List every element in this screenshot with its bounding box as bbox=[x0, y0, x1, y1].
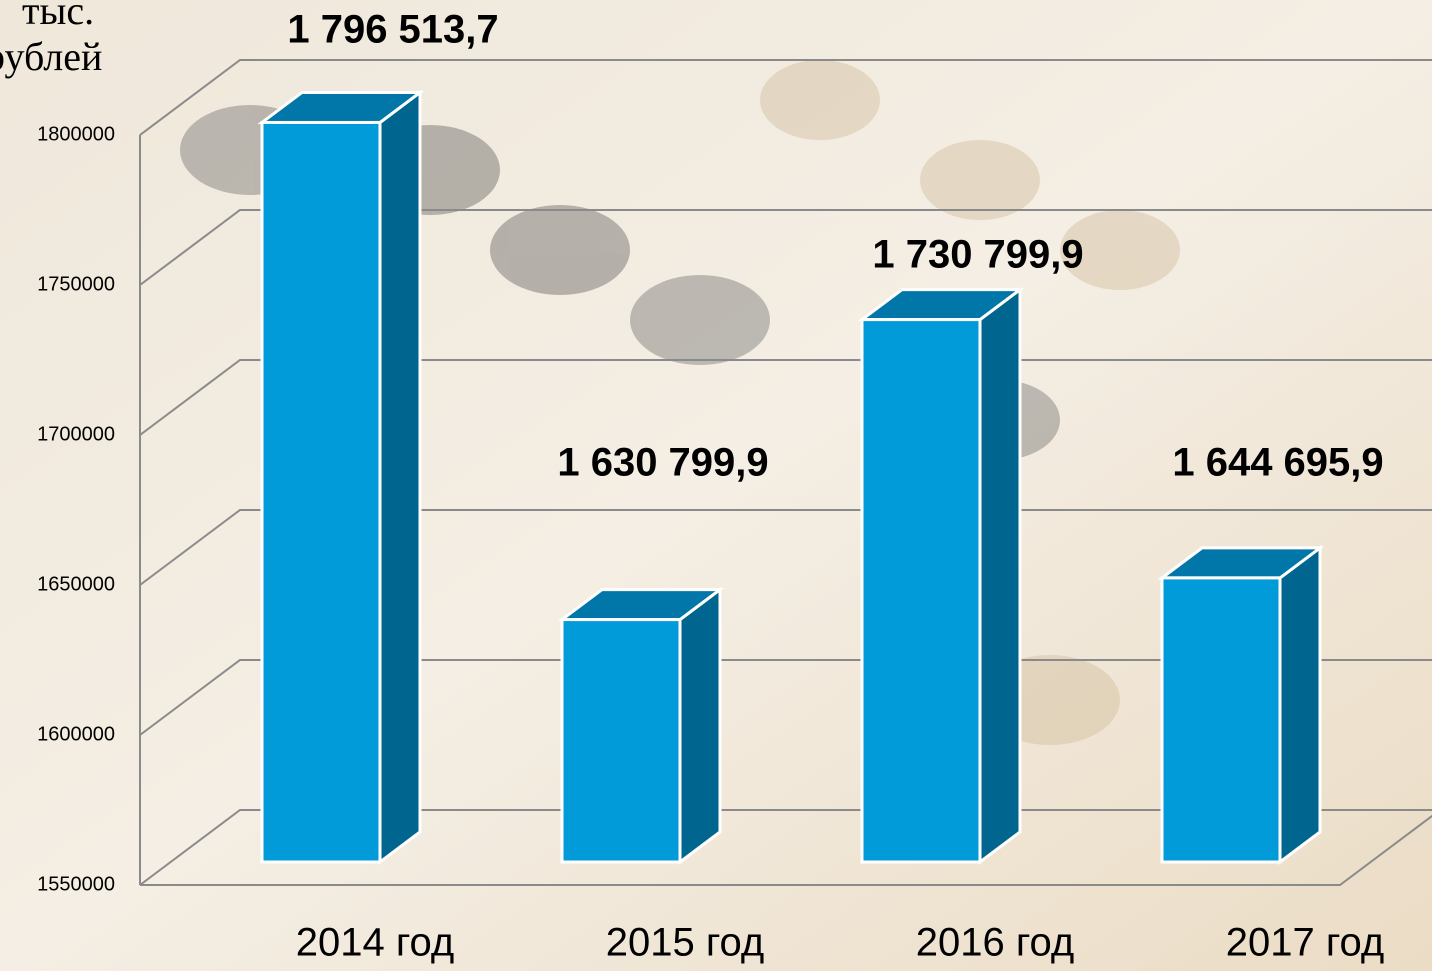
x-tick-label: 2016 год bbox=[916, 921, 1075, 965]
bar bbox=[1157, 544, 1325, 865]
x-tick-label: 2014 год bbox=[296, 921, 455, 965]
floor-edge bbox=[140, 814, 1432, 886]
y-tick-label: 1600000 bbox=[37, 723, 115, 745]
bar-front bbox=[860, 318, 982, 864]
x-tick-label: 2015 год bbox=[606, 921, 765, 965]
grid-line bbox=[139, 509, 1432, 586]
value-label: 1 796 513,7 bbox=[287, 8, 498, 52]
grid-line bbox=[139, 659, 1432, 736]
bar-side bbox=[678, 586, 722, 865]
grid-line bbox=[139, 209, 1432, 286]
bar-side bbox=[1278, 544, 1322, 865]
y-tick-label: 1650000 bbox=[37, 573, 115, 595]
bar-side bbox=[978, 286, 1022, 865]
grid-line bbox=[139, 59, 1432, 136]
bar-front bbox=[260, 120, 382, 864]
bar bbox=[857, 286, 1025, 865]
bar bbox=[257, 89, 425, 865]
bar-front bbox=[560, 618, 682, 864]
bar-front bbox=[1160, 576, 1282, 864]
grid-line bbox=[139, 809, 1432, 886]
bar bbox=[557, 586, 725, 865]
y-tick-label: 1700000 bbox=[37, 423, 115, 445]
value-label: 1 644 695,9 bbox=[1172, 441, 1383, 485]
grid-line bbox=[139, 359, 1432, 436]
x-tick-label: 2017 год bbox=[1226, 921, 1385, 965]
value-label: 1 730 799,9 bbox=[872, 233, 1083, 277]
value-label: 1 630 799,9 bbox=[557, 441, 768, 485]
bar-side bbox=[378, 89, 422, 865]
y-tick-label: 1550000 bbox=[37, 873, 115, 895]
y-tick-label: 1800000 bbox=[37, 123, 115, 145]
y-axis-label: тыс.рублей bbox=[0, 0, 102, 79]
y-tick-label: 1750000 bbox=[37, 273, 115, 295]
